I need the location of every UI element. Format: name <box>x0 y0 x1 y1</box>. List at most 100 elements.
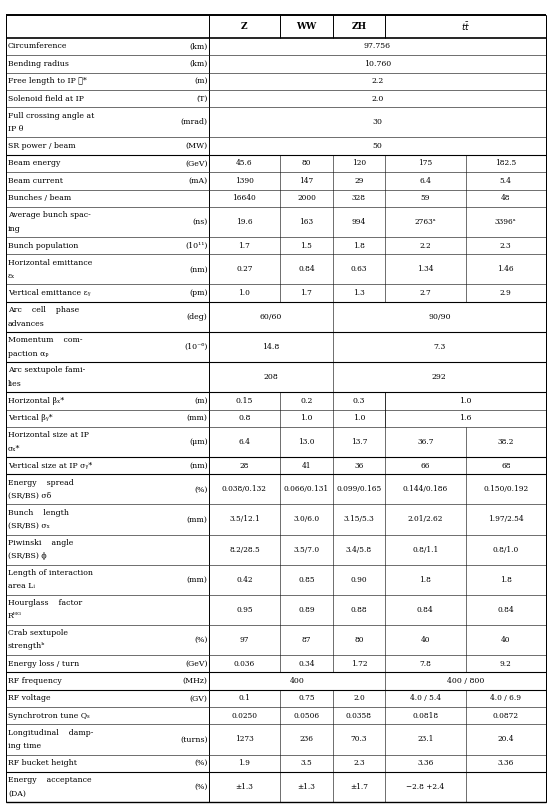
Text: 0.144/0.186: 0.144/0.186 <box>403 486 448 494</box>
Text: 1.9: 1.9 <box>238 760 251 768</box>
Text: Circumference: Circumference <box>8 43 67 50</box>
Text: IP θ: IP θ <box>8 125 23 133</box>
Text: Arc sextupole fami-: Arc sextupole fami- <box>8 367 85 374</box>
Text: (SR/BS) σₓ: (SR/BS) σₓ <box>8 522 50 530</box>
Text: area Lᵢ: area Lᵢ <box>8 583 35 591</box>
Text: 6.4: 6.4 <box>238 438 251 446</box>
Text: ±1.3: ±1.3 <box>298 783 315 791</box>
Text: 1390: 1390 <box>235 177 254 185</box>
Text: Synchrotron tune Qₛ: Synchrotron tune Qₛ <box>8 712 90 720</box>
Text: 13.0: 13.0 <box>298 438 315 446</box>
Text: Length of interaction: Length of interaction <box>8 569 93 577</box>
Text: 163: 163 <box>299 218 314 226</box>
Text: 2000: 2000 <box>297 194 316 202</box>
Text: 48: 48 <box>501 194 511 202</box>
Text: 2.0: 2.0 <box>371 95 384 103</box>
Text: 3.5/12.1: 3.5/12.1 <box>229 516 260 524</box>
Text: Horizontal size at IP: Horizontal size at IP <box>8 431 89 440</box>
Text: 2.3: 2.3 <box>353 760 365 768</box>
Text: Beam current: Beam current <box>8 177 63 185</box>
Text: 0.84: 0.84 <box>417 606 434 614</box>
Text: 90/90: 90/90 <box>428 313 450 321</box>
Text: (10¹¹): (10¹¹) <box>185 242 208 250</box>
Text: Horizontal emittance: Horizontal emittance <box>8 259 92 267</box>
Text: 2.3: 2.3 <box>500 242 512 250</box>
Text: 3396ᵃ: 3396ᵃ <box>495 218 517 226</box>
Text: 0.8/1.0: 0.8/1.0 <box>492 545 519 553</box>
Text: (SR/BS) ϕ: (SR/BS) ϕ <box>8 552 46 560</box>
Text: (mm): (mm) <box>187 516 208 524</box>
Text: 66: 66 <box>421 461 430 469</box>
Text: (nm): (nm) <box>189 265 208 273</box>
Text: 97: 97 <box>240 636 249 644</box>
Text: 0.099/0.165: 0.099/0.165 <box>336 486 381 494</box>
Text: Energy    spread: Energy spread <box>8 479 74 486</box>
Text: 29: 29 <box>354 177 364 185</box>
Text: (km): (km) <box>189 43 208 50</box>
Text: 1273: 1273 <box>235 735 254 743</box>
Text: 0.89: 0.89 <box>298 606 315 614</box>
Text: 10.760: 10.760 <box>364 60 391 68</box>
Text: 80: 80 <box>354 636 364 644</box>
Text: ±1.3: ±1.3 <box>236 783 253 791</box>
Text: strengthᵇ: strengthᵇ <box>8 642 45 650</box>
Text: ±1.7: ±1.7 <box>350 783 368 791</box>
Text: 1.0: 1.0 <box>238 289 251 297</box>
Text: 7.8: 7.8 <box>420 659 431 667</box>
Text: Crab sextupole: Crab sextupole <box>8 629 68 638</box>
Text: 6.4: 6.4 <box>420 177 431 185</box>
Text: (%): (%) <box>194 760 208 768</box>
Text: 3.36: 3.36 <box>497 760 514 768</box>
Text: 1.46: 1.46 <box>497 265 514 273</box>
Text: 68: 68 <box>501 461 511 469</box>
Text: (%): (%) <box>194 636 208 644</box>
Text: 1.3: 1.3 <box>353 289 365 297</box>
Text: 1.6: 1.6 <box>459 415 472 423</box>
Text: SR power / beam: SR power / beam <box>8 142 76 150</box>
Text: 120: 120 <box>352 159 366 167</box>
Text: (nm): (nm) <box>189 461 208 469</box>
Text: RF voltage: RF voltage <box>8 694 51 702</box>
Text: RF bucket height: RF bucket height <box>8 760 77 768</box>
Text: 2.0: 2.0 <box>353 694 365 702</box>
Text: (MHz): (MHz) <box>183 677 208 685</box>
Text: ing time: ing time <box>8 742 41 750</box>
Text: 0.0250: 0.0250 <box>231 712 257 720</box>
Text: 400 / 800: 400 / 800 <box>447 677 484 685</box>
Text: 3.36: 3.36 <box>417 760 433 768</box>
Text: 40: 40 <box>421 636 430 644</box>
Text: 1.5: 1.5 <box>301 242 312 250</box>
Text: σₓ*: σₓ* <box>8 444 20 452</box>
Text: Piwinski    angle: Piwinski angle <box>8 539 73 547</box>
Text: Free length to IP ℓ*: Free length to IP ℓ* <box>8 78 87 85</box>
Text: 14.8: 14.8 <box>262 343 279 351</box>
Text: 23.1: 23.1 <box>417 735 433 743</box>
Text: (SR/BS) σδ: (SR/BS) σδ <box>8 492 51 500</box>
Text: 5.4: 5.4 <box>500 177 512 185</box>
Text: 36.7: 36.7 <box>417 438 433 446</box>
Text: (ns): (ns) <box>192 218 208 226</box>
Text: Average bunch spac-: Average bunch spac- <box>8 212 91 219</box>
Text: 0.2: 0.2 <box>300 397 312 405</box>
Text: Energy    acceptance: Energy acceptance <box>8 776 92 785</box>
Text: Momentum    com-: Momentum com- <box>8 336 82 344</box>
Text: 7.3: 7.3 <box>433 343 445 351</box>
Text: 0.8: 0.8 <box>238 415 251 423</box>
Text: (mrad): (mrad) <box>181 118 208 126</box>
Text: (m): (m) <box>194 78 208 85</box>
Text: Bunch    length: Bunch length <box>8 509 69 517</box>
Text: (turns): (turns) <box>180 735 208 743</box>
Text: 2763ᵃ: 2763ᵃ <box>415 218 436 226</box>
Text: 2.9: 2.9 <box>500 289 512 297</box>
Text: 1.97/2.54: 1.97/2.54 <box>488 516 524 524</box>
Text: 20.4: 20.4 <box>497 735 514 743</box>
Text: 1.8: 1.8 <box>353 242 365 250</box>
Text: Vertical size at IP σᵧ*: Vertical size at IP σᵧ* <box>8 461 92 469</box>
Text: (%): (%) <box>194 783 208 791</box>
Text: 0.84: 0.84 <box>298 265 315 273</box>
Text: (mm): (mm) <box>187 575 208 583</box>
Text: (m): (m) <box>194 397 208 405</box>
Text: 0.8/1.1: 0.8/1.1 <box>412 545 438 553</box>
Text: 40: 40 <box>501 636 511 644</box>
Text: 0.0506: 0.0506 <box>294 712 320 720</box>
